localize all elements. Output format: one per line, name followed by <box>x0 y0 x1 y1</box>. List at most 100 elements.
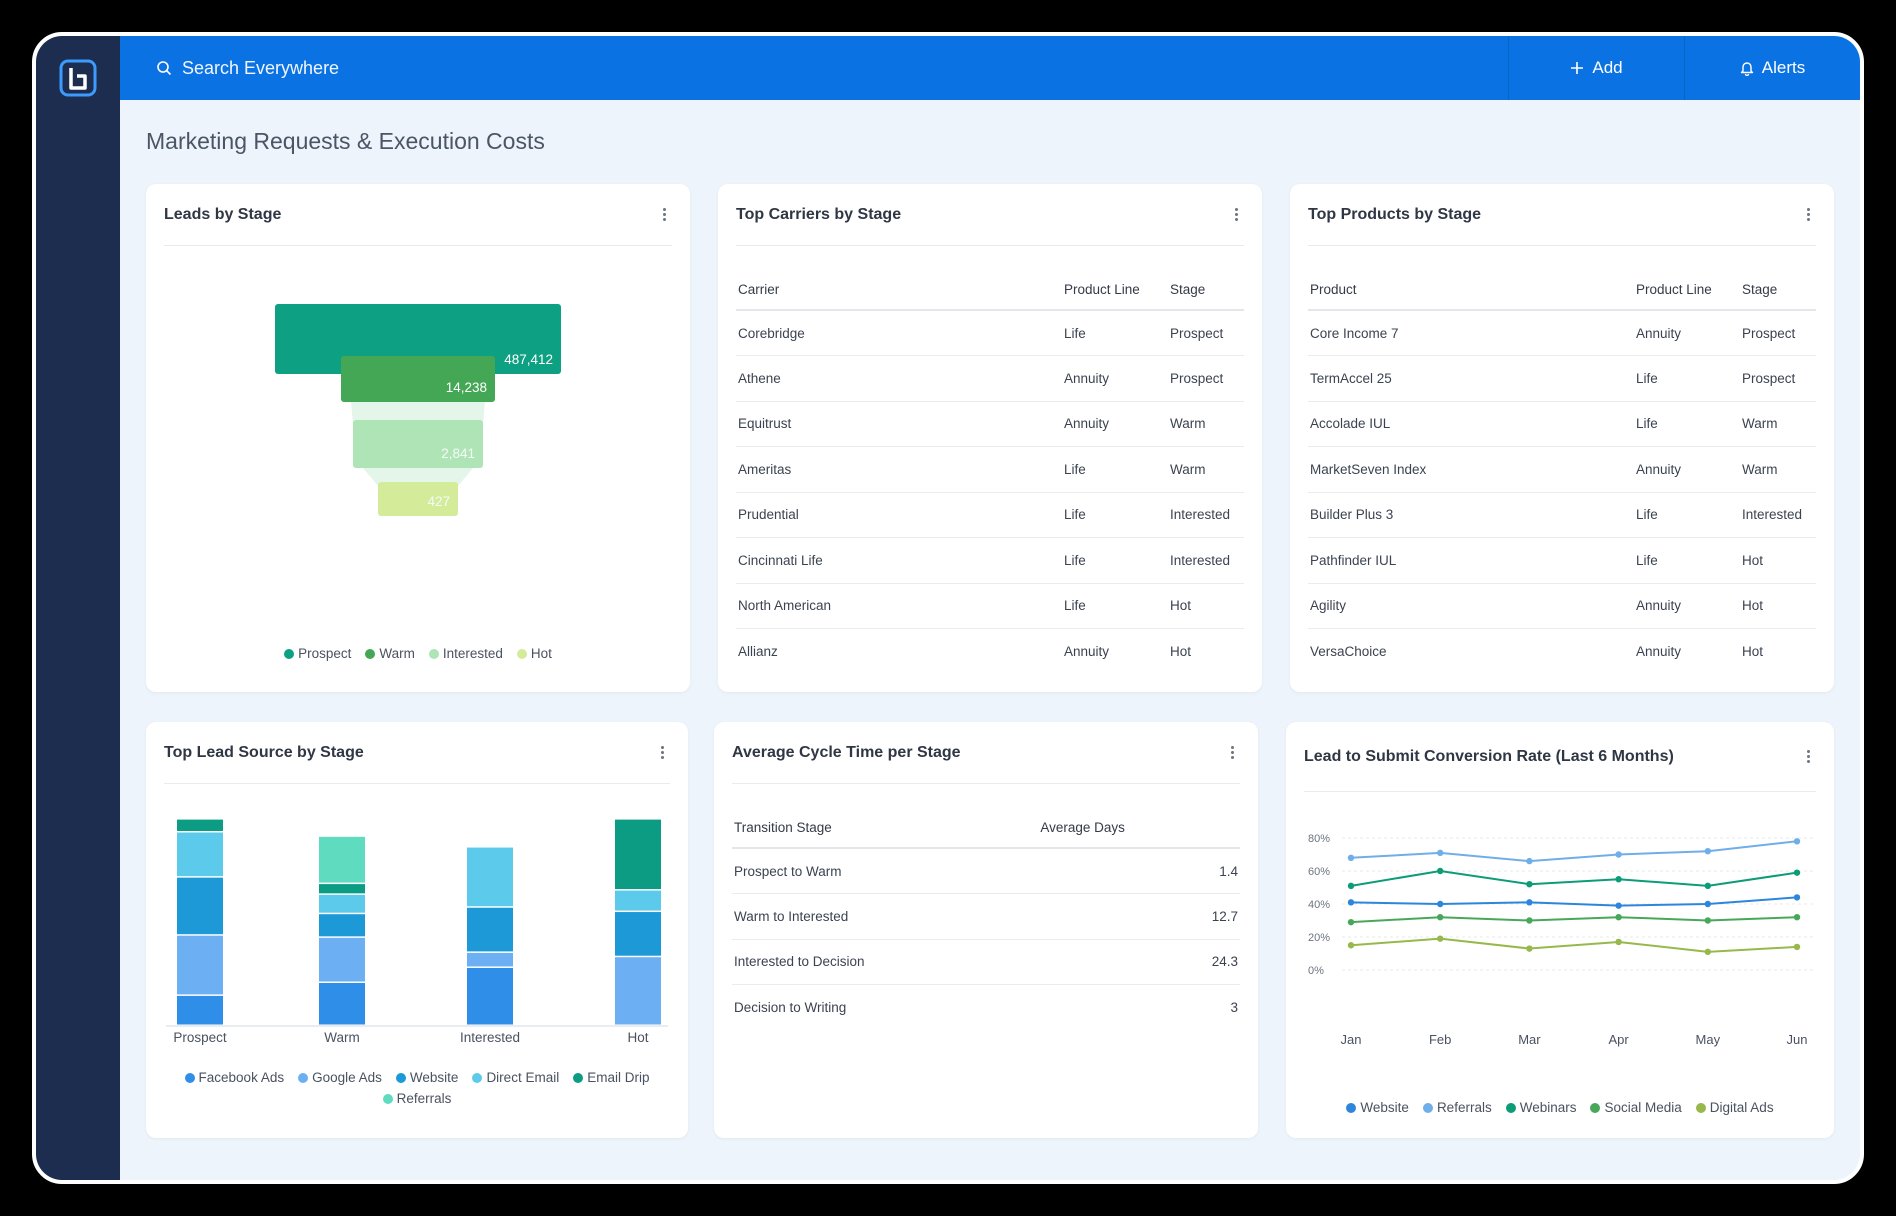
search-input[interactable]: Search Everywhere <box>120 58 1508 79</box>
more-options-icon[interactable] <box>1228 204 1244 226</box>
more-options-icon[interactable] <box>1224 742 1240 764</box>
bar-segment-referrals[interactable] <box>319 836 365 883</box>
data-point[interactable] <box>1437 914 1444 921</box>
table-row[interactable]: TermAccel 25 Life Prospect <box>1308 355 1816 402</box>
table-row[interactable]: Accolade IUL Life Warm <box>1308 401 1816 447</box>
alerts-button[interactable]: Alerts <box>1684 36 1860 100</box>
table-row[interactable]: Prospect to Warm 1.4 <box>732 848 1240 894</box>
table-row[interactable]: VersaChoice Annuity Hot <box>1308 629 1816 675</box>
data-point[interactable] <box>1793 943 1801 951</box>
data-point[interactable] <box>1437 849 1444 857</box>
bar-segment-direct-email[interactable] <box>319 894 365 913</box>
bar-segment-website[interactable] <box>615 912 661 956</box>
bar-segment-google-ads[interactable] <box>177 935 223 995</box>
table-row[interactable]: Interested to Decision 24.3 <box>732 939 1240 985</box>
data-point[interactable] <box>1437 935 1444 942</box>
more-options-icon[interactable] <box>654 742 670 764</box>
data-point[interactable] <box>1347 899 1355 906</box>
bar-segment-direct-email[interactable] <box>177 832 223 877</box>
funnel-legend-item[interactable]: Interested <box>428 646 503 661</box>
data-point[interactable] <box>1526 881 1533 888</box>
add-button[interactable]: Add <box>1508 36 1684 100</box>
data-point[interactable] <box>1615 851 1622 858</box>
bar-segment-website[interactable] <box>467 907 513 952</box>
data-point[interactable] <box>1793 869 1801 876</box>
more-options-icon[interactable] <box>1800 746 1816 768</box>
funnel-segment-warm[interactable] <box>341 356 495 402</box>
data-point[interactable] <box>1347 918 1355 926</box>
bar-segment-facebook-ads[interactable] <box>319 983 365 1025</box>
funnel-legend-item[interactable]: Hot <box>516 646 552 661</box>
lead-source-legend-item[interactable]: Website <box>395 1070 458 1085</box>
bar-segment-website[interactable] <box>319 914 365 937</box>
series-line-webinars[interactable] <box>1350 869 1798 887</box>
conversion-legend-item[interactable]: Referrals <box>1422 1100 1492 1115</box>
app-logo-icon[interactable] <box>58 58 98 98</box>
data-point[interactable] <box>1347 942 1355 949</box>
bar-segment-google-ads[interactable] <box>319 937 365 982</box>
table-row[interactable]: Agility Annuity Hot <box>1308 583 1816 629</box>
data-point[interactable] <box>1437 867 1444 875</box>
table-row[interactable]: Athene Annuity Prospect <box>736 355 1244 402</box>
data-point[interactable] <box>1615 914 1622 921</box>
table-row[interactable]: Equitrust Annuity Warm <box>736 401 1244 447</box>
table-row[interactable]: MarketSeven Index Annuity Warm <box>1308 446 1816 493</box>
table-row[interactable]: Ameritas Life Warm <box>736 446 1244 493</box>
data-point[interactable] <box>1704 900 1711 908</box>
bar-segment-direct-email[interactable] <box>467 847 513 907</box>
bar-segment-google-ads[interactable] <box>615 957 661 1025</box>
table-row[interactable]: Prudential Life Interested <box>736 492 1244 538</box>
series-line-social-media[interactable] <box>1350 916 1798 924</box>
data-point[interactable] <box>1793 914 1801 921</box>
bar-segment-website[interactable] <box>177 877 223 935</box>
data-point[interactable] <box>1704 917 1711 924</box>
funnel-segment-interested[interactable] <box>353 420 483 468</box>
data-point[interactable] <box>1615 876 1622 883</box>
data-point[interactable] <box>1347 882 1355 890</box>
lead-source-legend-item[interactable]: Facebook Ads <box>184 1070 284 1085</box>
bar-segment-email-drip[interactable] <box>177 819 223 831</box>
data-point[interactable] <box>1526 945 1533 952</box>
lead-source-legend-item[interactable]: Email Drip <box>573 1070 649 1085</box>
conversion-legend-item[interactable]: Social Media <box>1590 1100 1682 1115</box>
table-row[interactable]: Allianz Annuity Hot <box>736 629 1244 675</box>
data-point[interactable] <box>1526 899 1533 906</box>
series-line-digital-ads[interactable] <box>1350 937 1798 953</box>
data-point[interactable] <box>1704 848 1711 855</box>
conversion-legend-item[interactable]: Digital Ads <box>1695 1100 1774 1115</box>
conversion-legend-item[interactable]: Website <box>1346 1100 1409 1115</box>
conversion-legend-item[interactable]: Webinars <box>1505 1100 1576 1115</box>
bar-segment-facebook-ads[interactable] <box>467 967 513 1025</box>
funnel-segment-hot[interactable] <box>378 482 458 516</box>
lead-source-legend-item[interactable]: Direct Email <box>472 1070 559 1085</box>
bar-segment-direct-email[interactable] <box>615 890 661 911</box>
lead-source-legend-item[interactable]: Google Ads <box>298 1070 382 1085</box>
data-point[interactable] <box>1704 882 1711 890</box>
series-line-website[interactable] <box>1350 896 1798 907</box>
table-row[interactable]: Decision to Writing 3 <box>732 985 1240 1031</box>
table-row[interactable]: Core Income 7 Annuity Prospect <box>1308 310 1816 356</box>
lead-source-legend-item[interactable]: Referrals <box>382 1091 451 1106</box>
table-row[interactable]: Corebridge Life Prospect <box>736 310 1244 356</box>
table-row[interactable]: Cincinnati Life Life Interested <box>736 537 1244 584</box>
data-point[interactable] <box>1793 838 1801 845</box>
funnel-legend-item[interactable]: Warm <box>365 646 415 661</box>
table-row[interactable]: Builder Plus 3 Life Interested <box>1308 492 1816 538</box>
table-row[interactable]: Warm to Interested 12.7 <box>732 893 1240 940</box>
bar-segment-facebook-ads[interactable] <box>177 995 223 1025</box>
bar-segment-email-drip[interactable] <box>615 819 661 890</box>
more-options-icon[interactable] <box>656 204 672 226</box>
data-point[interactable] <box>1615 938 1622 946</box>
data-point[interactable] <box>1526 857 1533 865</box>
data-point[interactable] <box>1526 917 1533 924</box>
data-point[interactable] <box>1704 948 1711 956</box>
data-point[interactable] <box>1793 894 1801 901</box>
table-row[interactable]: Pathfinder IUL Life Hot <box>1308 537 1816 584</box>
series-line-referrals[interactable] <box>1350 840 1798 863</box>
funnel-legend-item[interactable]: Prospect <box>284 646 351 661</box>
bar-segment-google-ads[interactable] <box>467 952 513 967</box>
data-point[interactable] <box>1437 900 1444 908</box>
table-row[interactable]: North American Life Hot <box>736 583 1244 629</box>
bar-segment-email-drip[interactable] <box>319 884 365 894</box>
more-options-icon[interactable] <box>1800 204 1816 226</box>
